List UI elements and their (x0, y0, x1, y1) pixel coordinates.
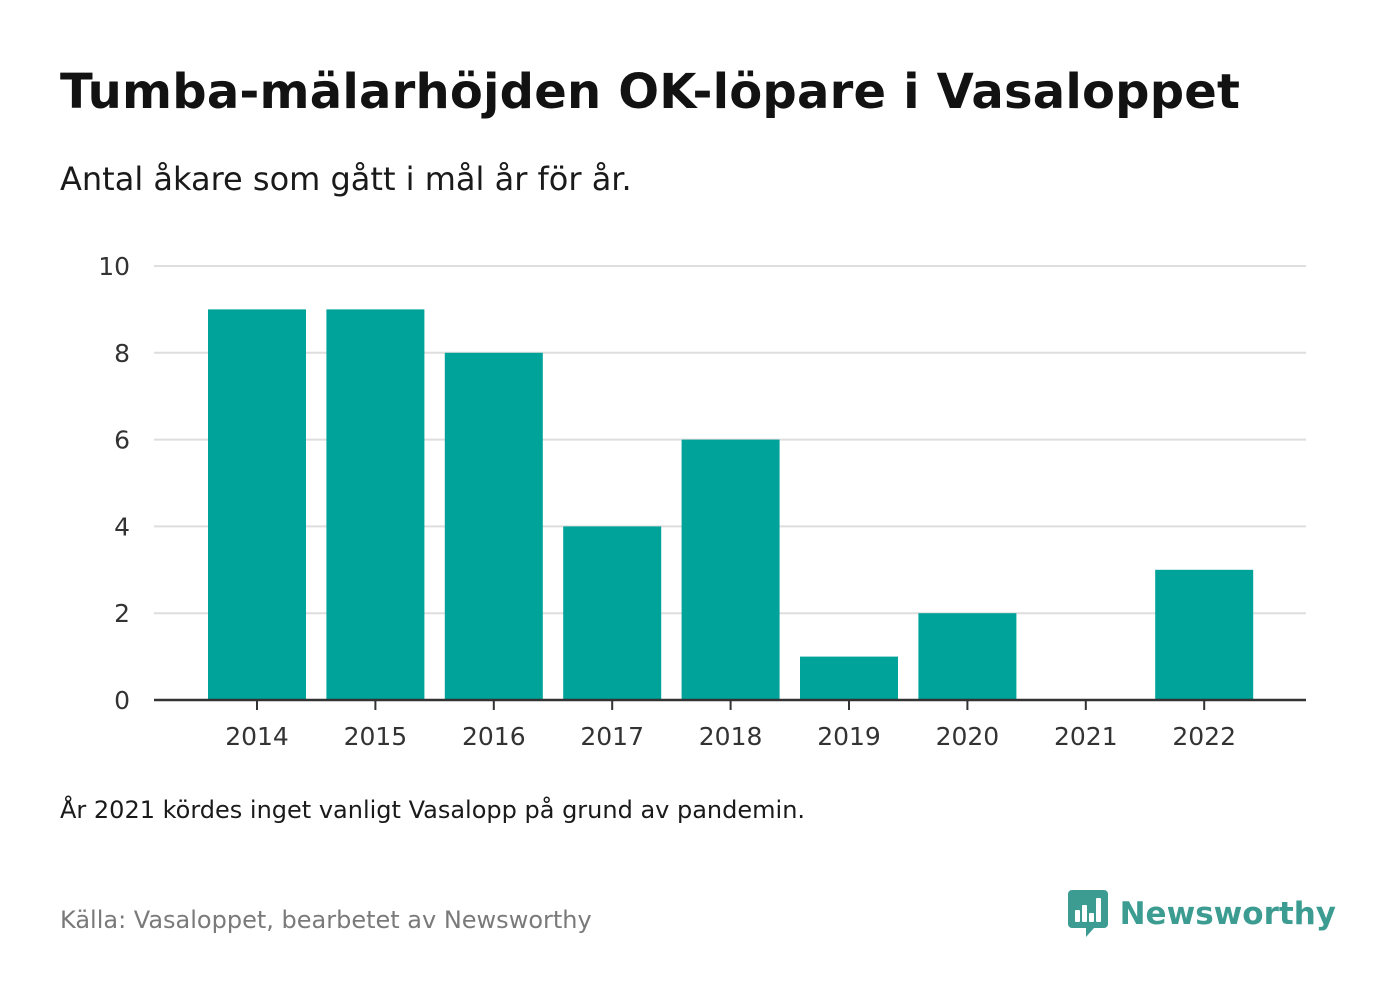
x-tick-label-2016: 2016 (462, 722, 526, 751)
bar-2020 (918, 613, 1017, 700)
tick-labels: 0 2 4 6 8 10 2014 2015 2016 2017 2018 2019 2020 2021 2… (98, 252, 1236, 751)
x-tick-label-2020: 2020 (936, 722, 1000, 751)
y-tick-label-6: 6 (114, 426, 130, 455)
x-tick-label-2022: 2022 (1172, 722, 1236, 751)
bar-2014 (208, 309, 306, 700)
y-tick-label-8: 8 (114, 339, 130, 368)
chart-note: År 2021 kördes inget vanligt Vasalopp på… (60, 796, 806, 824)
bar-2022 (1155, 569, 1254, 700)
x-tick-label-2021: 2021 (1054, 722, 1118, 751)
newsworthy-logo-icon (1067, 890, 1108, 937)
x-tick-label-2014: 2014 (225, 722, 289, 751)
chart-subtitle: Antal åkare som gått i mål år för år. (60, 160, 632, 198)
newsworthy-brand: Newsworthy (1067, 890, 1336, 938)
x-tick-label-2018: 2018 (699, 722, 763, 751)
y-tick-label-2: 2 (114, 599, 130, 628)
brand-name: Newsworthy (1119, 896, 1336, 932)
bar-2018 (681, 439, 780, 700)
x-tick-label-2019: 2019 (817, 722, 881, 751)
bar-2017 (563, 526, 662, 700)
source-text: Källa: Vasaloppet, bearbetet av Newswort… (60, 906, 592, 934)
y-tick-label-4: 4 (114, 512, 130, 541)
x-tick-label-2017: 2017 (580, 722, 644, 751)
chart-title: Tumba-mälarhöjden OK-löpare i Vasaloppet (60, 64, 1241, 120)
bars (208, 309, 1254, 700)
bar-2019 (800, 656, 898, 700)
axes (154, 698, 1306, 710)
y-tick-label-10: 10 (98, 252, 130, 281)
x-tick-label-2015: 2015 (344, 722, 408, 751)
bar-2016 (444, 352, 543, 700)
y-tick-label-0: 0 (114, 686, 130, 715)
bar-2015 (326, 309, 425, 700)
